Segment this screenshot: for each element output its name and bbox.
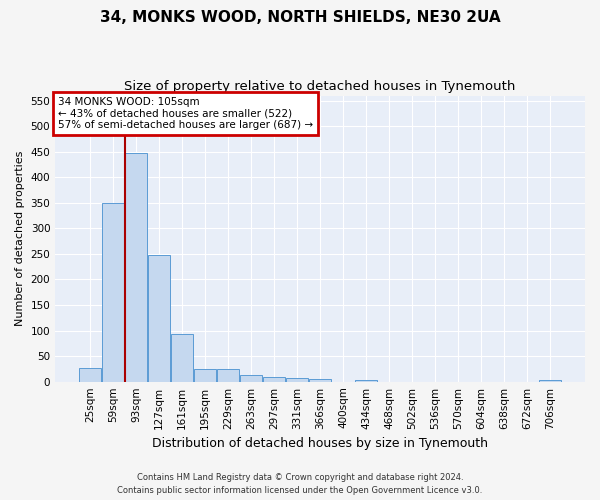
Bar (102, 203, 124, 382)
Bar (309, 379, 331, 382)
Text: Contains HM Land Registry data © Crown copyright and database right 2024.
Contai: Contains HM Land Registry data © Crown c… (118, 474, 482, 495)
X-axis label: Distribution of detached houses by size in Tynemouth: Distribution of detached houses by size … (152, 437, 488, 450)
Bar (171, 334, 193, 382)
Bar (194, 369, 216, 382)
Title: Size of property relative to detached houses in Tynemouth: Size of property relative to detached ho… (124, 80, 516, 93)
Bar (217, 369, 239, 382)
Text: 34, MONKS WOOD, NORTH SHIELDS, NE30 2UA: 34, MONKS WOOD, NORTH SHIELDS, NE30 2UA (100, 10, 500, 25)
Bar (79, 368, 101, 382)
Bar (125, 154, 147, 382)
Bar (148, 256, 170, 382)
Bar (263, 376, 285, 382)
Bar (539, 380, 561, 382)
Bar (240, 375, 262, 382)
Text: 34 MONKS WOOD: 105sqm
← 43% of detached houses are smaller (522)
57% of semi-det: 34 MONKS WOOD: 105sqm ← 43% of detached … (58, 97, 313, 130)
Y-axis label: Number of detached properties: Number of detached properties (15, 151, 25, 326)
Bar (286, 378, 308, 382)
Bar (355, 380, 377, 382)
